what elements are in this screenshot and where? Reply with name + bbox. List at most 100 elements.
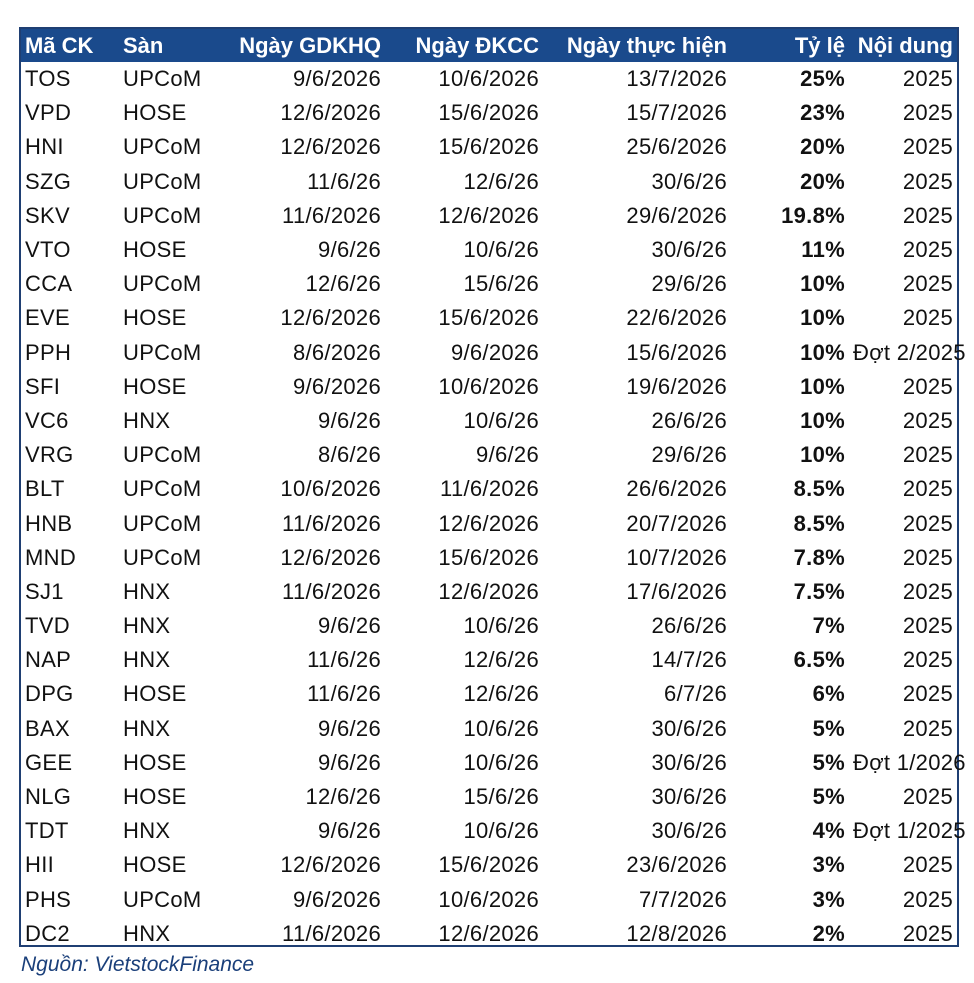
cell-record-date: 12/6/26 bbox=[463, 647, 539, 673]
cell-ex-date: 11/6/2026 bbox=[282, 202, 381, 228]
cell-content: 2025 bbox=[902, 202, 953, 228]
cell-exchange: HOSE bbox=[123, 681, 187, 707]
cell-record-date: 10/6/26 bbox=[463, 613, 539, 639]
cell-ratio: 7.8% bbox=[793, 544, 845, 570]
cell-content: Đợt 1/2026 bbox=[853, 749, 966, 775]
table-row: PHS UPCoM 9/6/2026 10/6/2026 7/7/2026 3% 2025 bbox=[21, 883, 957, 917]
cell-content: 2025 bbox=[902, 578, 953, 604]
cell-ticker: MND bbox=[25, 544, 77, 570]
cell-ticker: HII bbox=[25, 852, 55, 878]
table-row: VTO HOSE 9/6/26 10/6/26 30/6/26 11% 2025 bbox=[21, 233, 957, 267]
cell-ticker: SKV bbox=[25, 202, 70, 228]
cell-record-date: 12/6/26 bbox=[463, 168, 539, 194]
cell-ratio: 7% bbox=[812, 613, 845, 639]
cell-payment-date: 7/7/2026 bbox=[638, 886, 727, 912]
cell-payment-date: 30/6/26 bbox=[651, 715, 727, 741]
cell-ticker: VC6 bbox=[25, 407, 69, 433]
cell-record-date: 9/6/26 bbox=[476, 442, 539, 468]
cell-exchange: UPCoM bbox=[123, 476, 202, 502]
cell-payment-date: 19/6/2026 bbox=[626, 373, 727, 399]
header-row: Mã CK Sàn Ngày GDKHQ Ngày ĐKCC Ngày thực… bbox=[21, 29, 957, 62]
table-row: BLT UPCoM 10/6/2026 11/6/2026 26/6/2026 8.5% 2… bbox=[21, 472, 957, 506]
cell-content: 2025 bbox=[902, 237, 953, 263]
cell-ex-date: 11/6/2026 bbox=[282, 578, 381, 604]
table-row: VPD HOSE 12/6/2026 15/6/2026 15/7/2026 23% 202… bbox=[21, 96, 957, 130]
cell-payment-date: 25/6/2026 bbox=[626, 134, 727, 160]
cell-ex-date: 8/6/26 bbox=[318, 442, 381, 468]
cell-record-date: 9/6/2026 bbox=[450, 339, 539, 365]
cell-ticker: NAP bbox=[25, 647, 72, 673]
table-row: TVD HNX 9/6/26 10/6/26 26/6/26 7% 2025 bbox=[21, 609, 957, 643]
cell-ex-date: 9/6/2026 bbox=[292, 66, 381, 92]
cell-record-date: 12/6/2026 bbox=[438, 510, 539, 536]
cell-ticker: TOS bbox=[25, 66, 71, 92]
cell-record-date: 10/6/26 bbox=[463, 749, 539, 775]
cell-exchange: HNX bbox=[123, 715, 171, 741]
cell-content: Đợt 1/2025 bbox=[853, 818, 966, 844]
cell-content: 2025 bbox=[902, 681, 953, 707]
cell-ex-date: 9/6/26 bbox=[318, 613, 381, 639]
cell-content: 2025 bbox=[902, 100, 953, 126]
cell-record-date: 15/6/26 bbox=[463, 271, 539, 297]
cell-content: 2025 bbox=[902, 305, 953, 331]
cell-payment-date: 26/6/26 bbox=[651, 407, 727, 433]
cell-ratio: 5% bbox=[812, 715, 845, 741]
cell-payment-date: 17/6/2026 bbox=[626, 578, 727, 604]
cell-ticker: DPG bbox=[25, 681, 74, 707]
cell-ticker: VRG bbox=[25, 442, 74, 468]
cell-exchange: HNX bbox=[123, 407, 171, 433]
table-row: SFI HOSE 9/6/2026 10/6/2026 19/6/2026 10% 2025 bbox=[21, 370, 957, 404]
cell-exchange: UPCoM bbox=[123, 168, 202, 194]
cell-payment-date: 26/6/2026 bbox=[626, 476, 727, 502]
header-exchange: Sàn bbox=[123, 32, 164, 58]
table-row: EVE HOSE 12/6/2026 15/6/2026 22/6/2026 10% 202… bbox=[21, 301, 957, 335]
cell-exchange: UPCoM bbox=[123, 442, 202, 468]
cell-content: 2025 bbox=[902, 544, 953, 570]
cell-exchange: HOSE bbox=[123, 784, 187, 810]
cell-record-date: 15/6/2026 bbox=[438, 100, 539, 126]
cell-payment-date: 30/6/26 bbox=[651, 749, 727, 775]
table-row: HII HOSE 12/6/2026 15/6/2026 23/6/2026 3% 2025 bbox=[21, 848, 957, 882]
cell-ratio: 3% bbox=[812, 852, 845, 878]
table-row: DPG HOSE 11/6/26 12/6/26 6/7/26 6% 2025 bbox=[21, 677, 957, 711]
cell-content: 2025 bbox=[902, 66, 953, 92]
cell-exchange: HOSE bbox=[123, 852, 187, 878]
cell-ticker: NLG bbox=[25, 784, 72, 810]
cell-record-date: 15/6/2026 bbox=[438, 852, 539, 878]
cell-payment-date: 29/6/2026 bbox=[626, 202, 727, 228]
cell-ex-date: 9/6/2026 bbox=[292, 373, 381, 399]
cell-ticker: PPH bbox=[25, 339, 72, 365]
cell-content: Đợt 2/2025 bbox=[853, 339, 966, 365]
table-row: SZG UPCoM 11/6/26 12/6/26 30/6/26 20% 2025 bbox=[21, 165, 957, 199]
cell-ticker: BAX bbox=[25, 715, 70, 741]
cell-ex-date: 12/6/2026 bbox=[280, 134, 381, 160]
cell-payment-date: 30/6/26 bbox=[651, 168, 727, 194]
cell-content: 2025 bbox=[902, 647, 953, 673]
cell-ticker: TVD bbox=[25, 613, 70, 639]
cell-ticker: VTO bbox=[25, 237, 71, 263]
cell-exchange: UPCoM bbox=[123, 510, 202, 536]
cell-ex-date: 11/6/26 bbox=[307, 168, 381, 194]
cell-record-date: 12/6/26 bbox=[463, 681, 539, 707]
cell-content: 2025 bbox=[902, 784, 953, 810]
cell-ratio: 20% bbox=[800, 168, 845, 194]
cell-ticker: VPD bbox=[25, 100, 72, 126]
cell-record-date: 10/6/26 bbox=[463, 818, 539, 844]
header-record-date: Ngày ĐKCC bbox=[415, 32, 539, 58]
table-row: VC6 HNX 9/6/26 10/6/26 26/6/26 10% 2025 bbox=[21, 404, 957, 438]
cell-ratio: 8.5% bbox=[793, 476, 845, 502]
cell-record-date: 10/6/26 bbox=[463, 407, 539, 433]
cell-exchange: UPCoM bbox=[123, 339, 202, 365]
cell-ex-date: 10/6/2026 bbox=[280, 476, 381, 502]
cell-ex-date: 11/6/26 bbox=[307, 681, 381, 707]
table-row: PPH UPCoM 8/6/2026 9/6/2026 15/6/2026 10% Đợt … bbox=[21, 336, 966, 370]
cell-ticker: HNI bbox=[25, 134, 64, 160]
cell-payment-date: 22/6/2026 bbox=[626, 305, 727, 331]
cell-content: 2025 bbox=[902, 510, 953, 536]
dividend-table-container: Mã CK Sàn Ngày GDKHQ Ngày ĐKCC Ngày thực… bbox=[19, 27, 966, 947]
cell-record-date: 10/6/2026 bbox=[438, 886, 539, 912]
cell-content: 2025 bbox=[902, 715, 953, 741]
cell-payment-date: 12/8/2026 bbox=[626, 920, 727, 946]
cell-ex-date: 9/6/26 bbox=[318, 237, 381, 263]
cell-record-date: 12/6/2026 bbox=[438, 202, 539, 228]
